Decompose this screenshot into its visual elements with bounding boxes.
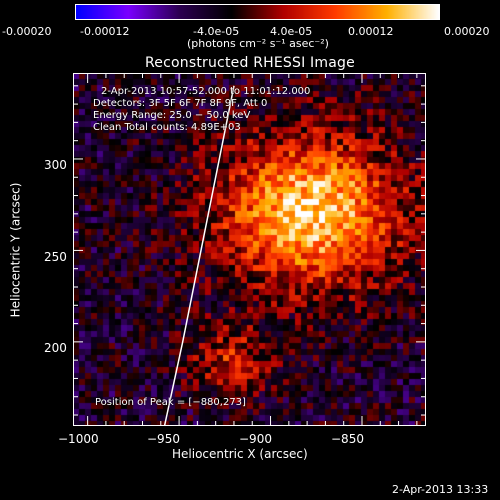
colorbar-tick: 0.00012 <box>348 25 394 38</box>
plot-frame <box>73 73 426 426</box>
x-tick-label: −900 <box>239 432 272 446</box>
colorbar-tick: -0.00020 <box>2 25 52 38</box>
y-tick-label: 200 <box>44 341 67 355</box>
colorbar-tick: -4.0e-05 <box>193 25 240 38</box>
x-tick-label: −850 <box>331 432 364 446</box>
detectors-annotation: Detectors: 3F 5F 6F 7F 8F 9F, Att 0 <box>93 98 268 109</box>
clean-counts-annotation: Clean Total counts: 4.89E+03 <box>93 122 241 133</box>
solar-limb-curve <box>163 85 235 427</box>
plot-title: Reconstructed RHESSI Image <box>145 55 355 71</box>
peak-position-annotation: Position of Peak = [−880,273] <box>95 397 246 408</box>
colorbar <box>75 4 440 20</box>
footer-timestamp: 2-Apr-2013 13:33 <box>392 483 489 496</box>
x-tick-label: −950 <box>147 432 180 446</box>
rhessi-image-map <box>73 73 426 426</box>
x-axis-label: Heliocentric X (arcsec) <box>172 447 308 461</box>
y-axis-label: Heliocentric Y (arcsec) <box>8 182 23 318</box>
y-tick-label: 250 <box>44 250 67 264</box>
colorbar-tick: 4.0e-05 <box>270 25 313 38</box>
energy-range-annotation: Energy Range: 25.0 − 50.0 keV <box>93 110 251 121</box>
colorbar-tick: -0.00012 <box>80 25 130 38</box>
colorbar-units-label: (photons cm⁻² s⁻¹ asec⁻²) <box>187 37 329 50</box>
time-range-annotation: 2-Apr-2013 10:57:52.000 to 11:01:12.000 <box>101 86 311 97</box>
plot-area: 2-Apr-2013 10:57:52.000 to 11:01:12.000 … <box>73 73 426 427</box>
x-tick-label: −1000 <box>58 432 99 446</box>
y-tick-label: 300 <box>44 158 67 172</box>
colorbar-tick: 0.00020 <box>444 25 490 38</box>
plot-axes <box>73 73 426 427</box>
